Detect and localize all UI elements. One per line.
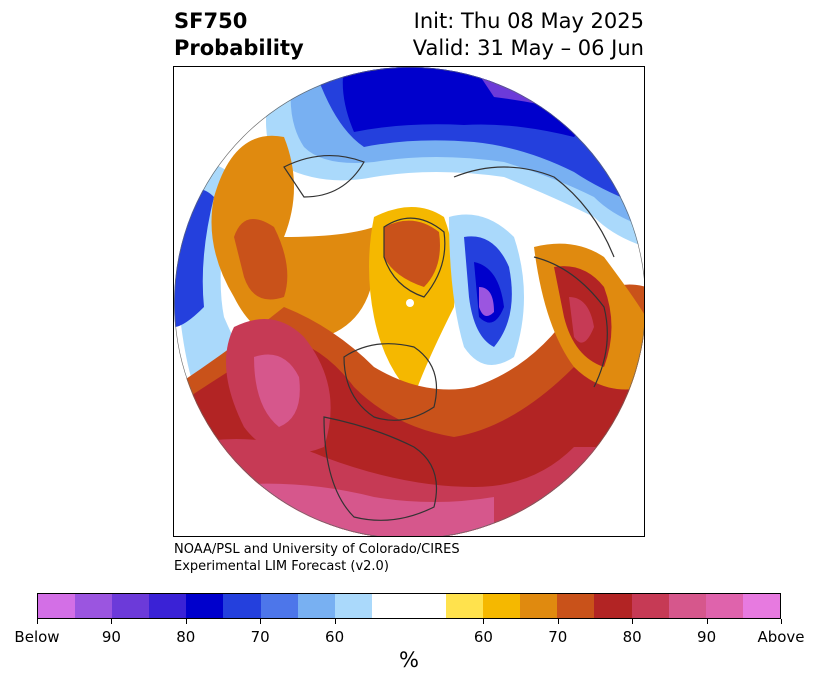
product-title: SF750 Probability bbox=[174, 8, 304, 62]
colorbar-segment bbox=[75, 594, 113, 618]
colorbar-segment bbox=[334, 594, 372, 618]
colorbar-tick-label: 90 bbox=[101, 628, 121, 646]
colorbar-segment bbox=[742, 594, 780, 618]
colorbar-segment bbox=[557, 594, 595, 618]
colorbar-tick-label: 60 bbox=[473, 628, 493, 646]
product-title-line2: Probability bbox=[174, 36, 304, 60]
credit-line2: Experimental LIM Forecast (v2.0) bbox=[174, 559, 389, 574]
colorbar-segment bbox=[186, 594, 224, 618]
init-date: Init: Thu 08 May 2025 bbox=[413, 9, 644, 33]
colorbar-tick-mark bbox=[557, 619, 559, 624]
colorbar-tick-mark bbox=[706, 619, 708, 624]
colorbar-tick-mark bbox=[632, 619, 634, 624]
coastlines bbox=[283, 155, 615, 521]
colorbar-segment bbox=[594, 594, 632, 618]
colorbar-tick-label: 80 bbox=[176, 628, 196, 646]
colorbar-tick-mark bbox=[37, 619, 38, 624]
colorbar-segment bbox=[446, 594, 484, 618]
valid-date: Valid: 31 May – 06 Jun bbox=[412, 36, 644, 60]
colorbar-tick-label: 80 bbox=[622, 628, 642, 646]
colorbar-tick-mark bbox=[111, 619, 113, 624]
forecast-map bbox=[173, 66, 645, 537]
colorbar-tick-label: Above bbox=[757, 628, 805, 646]
colorbar-segment bbox=[408, 594, 447, 618]
colorbar-tick-mark bbox=[260, 619, 262, 624]
colorbar-tick-label: Below bbox=[14, 628, 60, 646]
colorbar-segment bbox=[223, 594, 261, 618]
colorbar-tick-label: 90 bbox=[697, 628, 717, 646]
credit-text: NOAA/PSL and University of Colorado/CIRE… bbox=[174, 541, 460, 575]
colorbar bbox=[37, 593, 781, 619]
colorbar-tick-label: 60 bbox=[325, 628, 345, 646]
colorbar-segment bbox=[149, 594, 187, 618]
probability-field bbox=[174, 67, 644, 536]
product-title-line1: SF750 bbox=[174, 9, 248, 33]
colorbar-segment bbox=[297, 594, 335, 618]
colorbar-segment bbox=[371, 594, 409, 618]
colorbar-tick-label: 70 bbox=[250, 628, 270, 646]
colorbar-segment bbox=[260, 594, 298, 618]
colorbar-tick-label: 70 bbox=[548, 628, 568, 646]
forecast-dates: Init: Thu 08 May 2025 Valid: 31 May – 06… bbox=[413, 8, 644, 62]
colorbar-segment bbox=[112, 594, 150, 618]
colorbar-segment bbox=[631, 594, 669, 618]
map-canvas bbox=[174, 67, 644, 536]
colorbar-tick-mark bbox=[483, 619, 485, 624]
colorbar-units: % bbox=[399, 648, 419, 672]
colorbar-segment bbox=[483, 594, 521, 618]
colorbar-segment bbox=[520, 594, 558, 618]
colorbar-tick-mark bbox=[185, 619, 187, 624]
colorbar-segment bbox=[705, 594, 743, 618]
colorbar-tick-mark bbox=[781, 619, 782, 624]
credit-line1: NOAA/PSL and University of Colorado/CIRE… bbox=[174, 542, 460, 557]
colorbar-segment bbox=[668, 594, 706, 618]
colorbar-segment bbox=[38, 594, 76, 618]
colorbar-tick-mark bbox=[334, 619, 336, 624]
